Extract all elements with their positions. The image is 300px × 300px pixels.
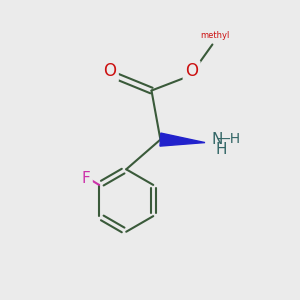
Polygon shape [160,133,205,146]
Text: N: N [212,131,223,146]
Text: O: O [185,62,198,80]
Text: O: O [103,62,116,80]
Text: —H: —H [216,132,240,146]
Text: methyl: methyl [201,31,230,40]
Text: F: F [82,171,91,186]
Text: H: H [216,142,227,157]
